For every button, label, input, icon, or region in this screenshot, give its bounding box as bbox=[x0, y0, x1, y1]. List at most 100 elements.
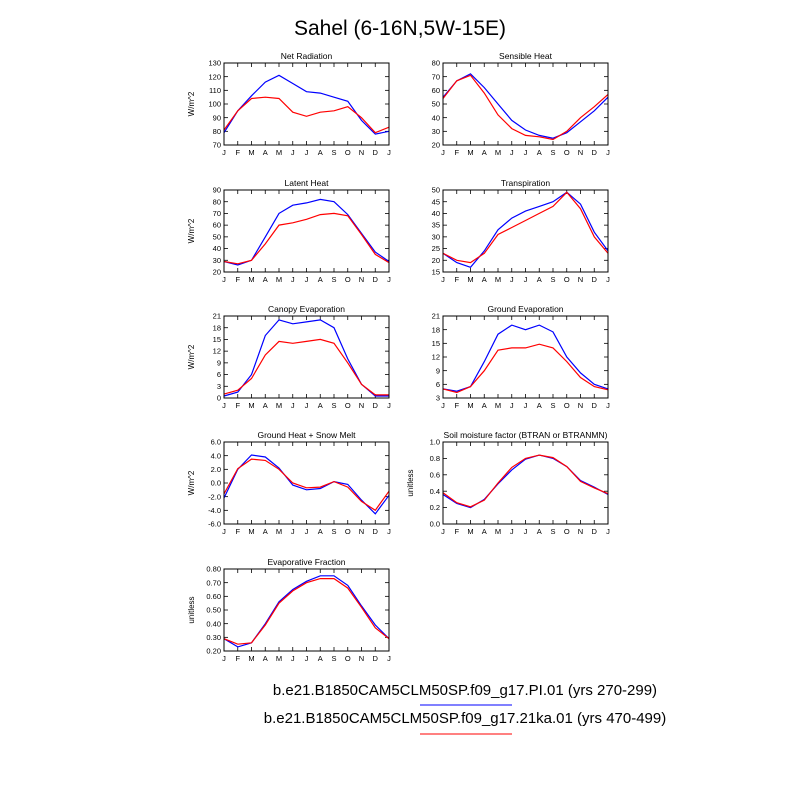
ytick-label: 0.4 bbox=[430, 487, 440, 496]
ytick-label: 30 bbox=[432, 232, 440, 241]
xtick-label: M bbox=[276, 527, 282, 536]
xtick-label: A bbox=[482, 148, 487, 157]
xtick-label: A bbox=[482, 527, 487, 536]
xtick-label: F bbox=[454, 527, 459, 536]
xtick-label: J bbox=[291, 401, 295, 410]
xtick-label: S bbox=[550, 401, 555, 410]
ytick-label: 25 bbox=[432, 244, 440, 253]
xtick-label: N bbox=[359, 527, 364, 536]
panel-evaporative-fraction: Evaporative Fraction 0.20 0.30 0.40 0.50 0.60… bbox=[187, 557, 391, 663]
xtick-label: S bbox=[550, 527, 555, 536]
xtick-label: S bbox=[550, 148, 555, 157]
ytick-label: 0 bbox=[217, 394, 221, 403]
panel-soil-moisture-factor-btran-or-btranmn: Soil moisture factor (BTRAN or BTRANMN) 0… bbox=[406, 430, 610, 536]
xtick-label: F bbox=[454, 275, 459, 284]
series-line-21ka-canopy-evaporation bbox=[223, 338, 389, 396]
xtick-label: A bbox=[537, 401, 542, 410]
xtick-label: D bbox=[373, 401, 379, 410]
xtick-label: J bbox=[441, 527, 445, 536]
xtick-label: J bbox=[524, 401, 528, 410]
ytick-label: 80 bbox=[213, 197, 221, 206]
plot-frame bbox=[223, 189, 390, 273]
panel-ground-heat-snow-melt: Ground Heat + Snow Melt -6.0 -4.0 -2.0 0.0 2.… bbox=[187, 430, 391, 536]
ytick-label: 12 bbox=[432, 353, 440, 362]
panel-title-ground-heat-snow-melt: Ground Heat + Snow Melt bbox=[257, 430, 356, 440]
xtick-label: A bbox=[263, 148, 268, 157]
xtick-label: S bbox=[331, 275, 336, 284]
series-line-pi-canopy-evaporation bbox=[223, 319, 389, 397]
ytick-label: 20 bbox=[432, 141, 440, 150]
xtick-label: J bbox=[606, 527, 610, 536]
xtick-label: N bbox=[578, 527, 583, 536]
xtick-label: M bbox=[467, 527, 473, 536]
xtick-label: J bbox=[305, 148, 309, 157]
plot-frame bbox=[442, 441, 609, 525]
series-line-21ka-evaporative-fraction bbox=[223, 577, 390, 645]
xtick-label: J bbox=[524, 275, 528, 284]
panel-title-evaporative-fraction: Evaporative Fraction bbox=[268, 557, 346, 567]
ytick-label: 20 bbox=[432, 256, 440, 265]
xtick-label: A bbox=[263, 654, 268, 663]
series-line-pi-ground-evaporation bbox=[442, 324, 609, 392]
ytick-label: 6 bbox=[436, 380, 440, 389]
panel-title-net-radiation: Net Radiation bbox=[281, 51, 333, 61]
ytick-label: 30 bbox=[213, 256, 221, 265]
ytick-label: 120 bbox=[208, 72, 221, 81]
ytick-label: -2.0 bbox=[208, 492, 221, 501]
xtick-label: O bbox=[345, 654, 351, 663]
ytick-label: 9 bbox=[436, 366, 440, 375]
xtick-label: S bbox=[331, 527, 336, 536]
ytick-label: 3 bbox=[217, 382, 221, 391]
ytick-label: 90 bbox=[213, 186, 221, 195]
ytick-label: 40 bbox=[432, 209, 440, 218]
ytick-label: 21 bbox=[432, 312, 440, 321]
ytick-label: 50 bbox=[213, 232, 221, 241]
ylabel-soil-moisture-factor-btran-or-btranmn: unitless bbox=[406, 469, 415, 496]
plot-frame bbox=[223, 441, 390, 525]
plot-frame bbox=[442, 315, 609, 399]
ytick-label: 0.2 bbox=[430, 503, 440, 512]
xtick-label: D bbox=[373, 527, 379, 536]
xtick-label: M bbox=[276, 654, 282, 663]
plot-frame bbox=[223, 568, 390, 652]
xtick-label: O bbox=[564, 527, 570, 536]
ytick-label: -4.0 bbox=[208, 506, 221, 515]
series-line-pi-ground-heat-snow-melt bbox=[223, 454, 390, 515]
xtick-label: M bbox=[248, 148, 254, 157]
xtick-label: J bbox=[441, 148, 445, 157]
ytick-label: 60 bbox=[432, 86, 440, 95]
series-line-21ka-soil-moisture-factor-btran-or-btranmn bbox=[442, 454, 609, 508]
ytick-label: 60 bbox=[213, 221, 221, 230]
panel-title-canopy-evaporation: Canopy Evaporation bbox=[268, 304, 345, 314]
xtick-label: J bbox=[291, 527, 295, 536]
xtick-label: J bbox=[606, 275, 610, 284]
xtick-label: O bbox=[345, 275, 351, 284]
xtick-label: N bbox=[359, 148, 364, 157]
ytick-label: 0.80 bbox=[206, 565, 221, 574]
series-line-pi-sensible-heat bbox=[442, 73, 609, 139]
xtick-label: A bbox=[537, 148, 542, 157]
ytick-label: 110 bbox=[209, 86, 221, 95]
ytick-label: 18 bbox=[213, 323, 221, 332]
ytick-label: 100 bbox=[208, 100, 221, 109]
plot-frame bbox=[223, 315, 390, 399]
ylabel-evaporative-fraction: unitless bbox=[187, 596, 196, 623]
ytick-label: 130 bbox=[208, 59, 221, 68]
xtick-label: O bbox=[564, 401, 570, 410]
xtick-label: M bbox=[495, 148, 501, 157]
xtick-label: F bbox=[235, 401, 240, 410]
series-line-21ka-ground-heat-snow-melt bbox=[223, 458, 390, 512]
xtick-label: J bbox=[510, 401, 514, 410]
ytick-label: 1.0 bbox=[430, 438, 440, 447]
ytick-label: 21 bbox=[213, 312, 221, 321]
xtick-label: N bbox=[578, 148, 583, 157]
xtick-label: M bbox=[276, 275, 282, 284]
legend-label-21ka: b.e21.B1850CAM5CLM50SP.f09_g17.21ka.01 (… bbox=[264, 710, 667, 727]
xtick-label: J bbox=[222, 527, 226, 536]
xtick-label: J bbox=[387, 527, 391, 536]
